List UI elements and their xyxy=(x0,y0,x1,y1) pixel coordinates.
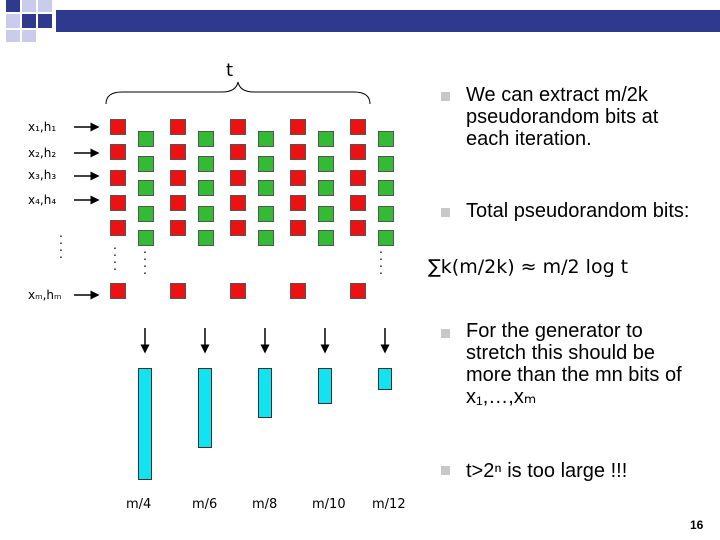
row-label: x₂,h₂ xyxy=(28,146,57,160)
red-bit-square xyxy=(290,144,306,160)
red-bit-square xyxy=(110,170,126,186)
green-bit-square xyxy=(258,131,274,147)
red-bit-square xyxy=(110,119,126,135)
bullet-marker xyxy=(441,466,450,475)
deco-square xyxy=(6,0,20,12)
deco-square xyxy=(22,0,36,12)
red-bit-square xyxy=(170,283,186,299)
green-bit-square xyxy=(258,180,274,196)
bullet-marker xyxy=(441,329,450,338)
green-bit-square xyxy=(138,230,154,246)
green-bit-square xyxy=(138,180,154,196)
green-bit-square xyxy=(378,206,394,222)
column-label: m/10 xyxy=(312,497,346,512)
bits-column xyxy=(198,368,212,448)
deco-square xyxy=(22,30,36,42)
column-label: m/12 xyxy=(372,497,406,512)
green-bit-square xyxy=(198,230,214,246)
green-bit-square xyxy=(138,156,154,172)
bits-column xyxy=(138,368,152,480)
vertical-ellipsis: · · · · xyxy=(378,243,384,280)
red-bit-square xyxy=(230,195,246,211)
bullet-formula: ∑k(m/2k) ≈ m/2 log t xyxy=(428,256,629,278)
green-bit-square xyxy=(378,180,394,196)
column-label: m/8 xyxy=(252,497,278,512)
bits-column xyxy=(258,368,272,418)
red-bit-square xyxy=(290,119,306,135)
deco-square xyxy=(6,30,20,42)
column-label: m/4 xyxy=(126,497,152,512)
bullet-text: We can extract m/2k pseudorandom bits at… xyxy=(466,84,659,150)
green-bit-square xyxy=(378,131,394,147)
red-bit-square xyxy=(170,119,186,135)
red-bit-square xyxy=(290,220,306,236)
bullet-marker xyxy=(441,92,450,101)
green-bit-square xyxy=(258,230,274,246)
row-label: x₃,h₃ xyxy=(28,168,57,182)
page-number: 16 xyxy=(690,518,704,532)
red-bit-square xyxy=(230,283,246,299)
green-bit-square xyxy=(318,156,334,172)
vertical-ellipsis: · · · · xyxy=(58,227,64,264)
red-bit-square xyxy=(170,170,186,186)
green-bit-square xyxy=(198,180,214,196)
red-bit-square xyxy=(110,283,126,299)
red-bit-square xyxy=(110,195,126,211)
vertical-ellipsis: · · · · xyxy=(142,243,148,280)
green-bit-square xyxy=(378,230,394,246)
vertical-ellipsis: · · · · xyxy=(112,239,118,276)
red-bit-square xyxy=(350,119,366,135)
column-label: m/6 xyxy=(192,497,218,512)
deco-square xyxy=(22,14,36,28)
red-bit-square xyxy=(110,144,126,160)
green-bit-square xyxy=(318,131,334,147)
bits-column xyxy=(378,368,392,390)
green-bit-square xyxy=(198,131,214,147)
bullet-text: For the generator to stretch this should… xyxy=(466,320,682,408)
bullet-text: Total pseudorandom bits: xyxy=(466,200,690,222)
red-bit-square xyxy=(350,195,366,211)
bits-column xyxy=(318,368,332,404)
row-label: xₘ,hₘ xyxy=(28,288,62,302)
red-bit-square xyxy=(350,283,366,299)
red-bit-square xyxy=(230,220,246,236)
red-bit-square xyxy=(230,119,246,135)
green-bit-square xyxy=(318,230,334,246)
red-bit-square xyxy=(290,170,306,186)
red-bit-square xyxy=(350,170,366,186)
bullet-text: t>2ⁿ is too large !!! xyxy=(466,460,628,482)
red-bit-square xyxy=(230,170,246,186)
deco-square xyxy=(6,14,20,28)
row-label: x₄,h₄ xyxy=(28,193,57,207)
green-bit-square xyxy=(198,206,214,222)
red-bit-square xyxy=(230,144,246,160)
red-bit-square xyxy=(350,144,366,160)
bullet-marker xyxy=(441,208,450,217)
red-bit-square xyxy=(170,220,186,236)
green-bit-square xyxy=(138,131,154,147)
red-bit-square xyxy=(350,220,366,236)
row-arrows xyxy=(74,122,100,300)
red-bit-square xyxy=(170,144,186,160)
red-bit-square xyxy=(290,283,306,299)
curly-brace xyxy=(105,81,371,105)
red-bit-square xyxy=(290,195,306,211)
green-bit-square xyxy=(378,156,394,172)
title-bar xyxy=(56,10,720,32)
green-bit-square xyxy=(138,206,154,222)
deco-square xyxy=(38,14,52,28)
green-bit-square xyxy=(318,180,334,196)
column-arrows xyxy=(140,328,390,354)
brace-label: t xyxy=(226,60,234,81)
row-label: x₁,h₁ xyxy=(28,120,57,134)
green-bit-square xyxy=(318,206,334,222)
green-bit-square xyxy=(258,156,274,172)
red-bit-square xyxy=(170,195,186,211)
green-bit-square xyxy=(198,156,214,172)
red-bit-square xyxy=(110,220,126,236)
green-bit-square xyxy=(258,206,274,222)
deco-square xyxy=(38,0,52,12)
